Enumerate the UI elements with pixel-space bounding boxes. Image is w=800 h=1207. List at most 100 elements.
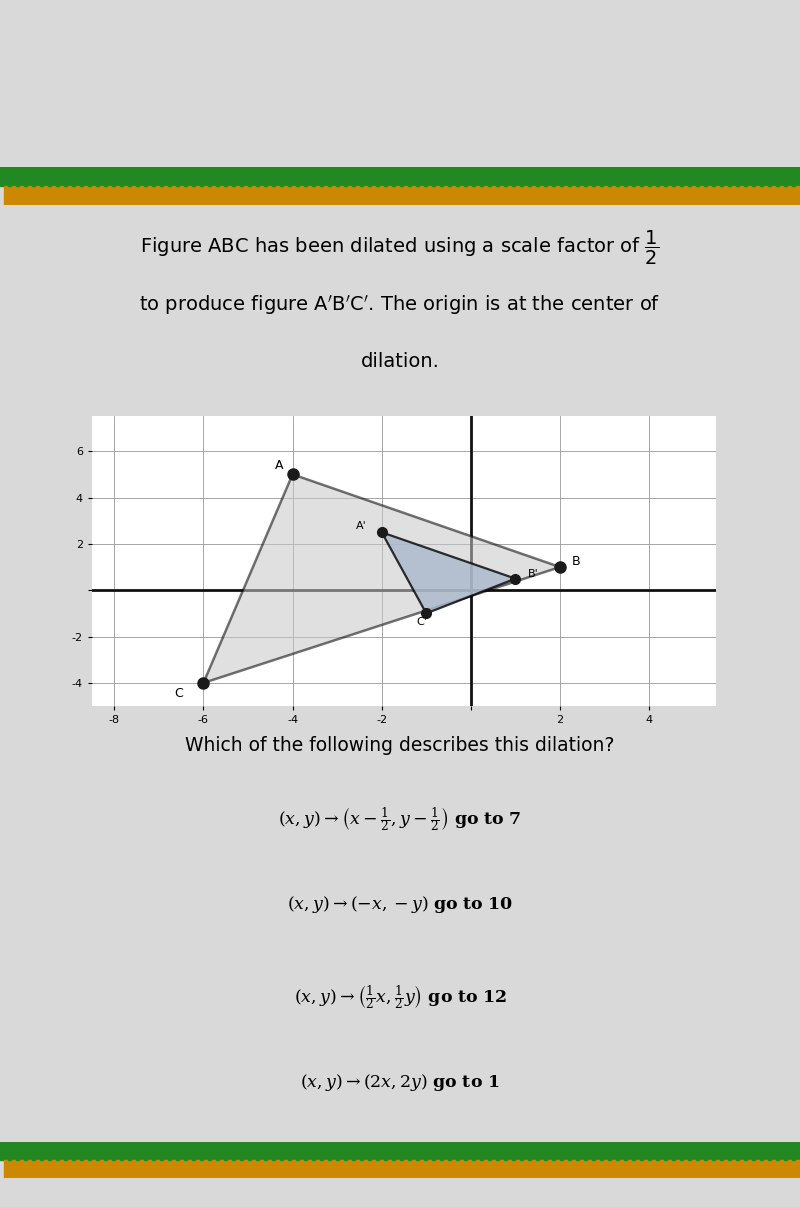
Bar bbox=[44, 1160, 52, 1178]
Bar bbox=[44, 186, 52, 205]
Bar bbox=[640, 1142, 648, 1160]
Bar bbox=[680, 167, 688, 186]
Bar bbox=[472, 167, 480, 186]
Bar bbox=[400, 1142, 408, 1160]
Bar bbox=[668, 1160, 676, 1178]
Bar bbox=[288, 167, 296, 186]
Bar bbox=[708, 186, 716, 205]
Bar bbox=[628, 186, 636, 205]
Bar bbox=[220, 1160, 228, 1178]
Bar bbox=[140, 186, 148, 205]
Bar bbox=[352, 1142, 360, 1160]
Bar bbox=[404, 1160, 412, 1178]
Bar bbox=[300, 1160, 308, 1178]
Bar bbox=[156, 1160, 164, 1178]
Bar bbox=[424, 167, 432, 186]
Bar bbox=[748, 186, 756, 205]
Bar bbox=[188, 186, 196, 205]
Bar bbox=[120, 167, 128, 186]
Bar bbox=[664, 167, 672, 186]
Bar bbox=[84, 186, 92, 205]
Bar bbox=[356, 186, 364, 205]
Bar bbox=[172, 1160, 180, 1178]
Bar bbox=[684, 1160, 692, 1178]
Bar bbox=[532, 186, 540, 205]
Bar bbox=[544, 1142, 552, 1160]
Bar bbox=[380, 1160, 388, 1178]
Bar bbox=[0, 1142, 8, 1160]
Bar bbox=[36, 186, 44, 205]
Bar bbox=[356, 1160, 364, 1178]
Bar bbox=[596, 1160, 604, 1178]
Bar bbox=[264, 1142, 272, 1160]
Bar bbox=[380, 186, 388, 205]
Bar bbox=[176, 167, 184, 186]
Bar bbox=[116, 186, 124, 205]
Bar bbox=[564, 186, 572, 205]
Bar bbox=[132, 186, 140, 205]
Bar bbox=[596, 186, 604, 205]
Text: $(x, y) \rightarrow \left(x - \frac{1}{2}, y - \frac{1}{2}\right)$ $\bf{go\ to}$: $(x, y) \rightarrow \left(x - \frac{1}{2… bbox=[278, 806, 522, 834]
Bar bbox=[196, 1160, 204, 1178]
Bar bbox=[640, 167, 648, 186]
Bar bbox=[740, 1160, 748, 1178]
Bar bbox=[632, 1142, 640, 1160]
Bar bbox=[572, 186, 580, 205]
Bar bbox=[716, 186, 724, 205]
Bar bbox=[472, 1142, 480, 1160]
Bar bbox=[612, 1160, 620, 1178]
Bar bbox=[12, 186, 20, 205]
Bar bbox=[680, 1142, 688, 1160]
Bar bbox=[200, 167, 208, 186]
Bar bbox=[540, 186, 548, 205]
Bar bbox=[620, 1160, 628, 1178]
Bar bbox=[608, 1142, 616, 1160]
Bar bbox=[520, 1142, 528, 1160]
Bar bbox=[496, 1142, 504, 1160]
Bar bbox=[248, 1142, 256, 1160]
Bar bbox=[796, 1160, 800, 1178]
Bar bbox=[576, 1142, 584, 1160]
Bar bbox=[300, 186, 308, 205]
Bar bbox=[772, 186, 780, 205]
Bar bbox=[88, 1142, 96, 1160]
Bar bbox=[376, 1142, 384, 1160]
Bar bbox=[600, 1142, 608, 1160]
Bar bbox=[328, 167, 336, 186]
Bar bbox=[80, 1142, 88, 1160]
Bar bbox=[316, 186, 324, 205]
Bar bbox=[492, 186, 500, 205]
Bar bbox=[292, 1160, 300, 1178]
Bar bbox=[224, 1142, 232, 1160]
Bar bbox=[320, 1142, 328, 1160]
Bar bbox=[124, 186, 132, 205]
Bar bbox=[104, 167, 112, 186]
Bar bbox=[120, 1142, 128, 1160]
Bar bbox=[676, 1160, 684, 1178]
Bar bbox=[756, 186, 764, 205]
Bar bbox=[708, 1160, 716, 1178]
Text: Figure ABC has been dilated using a scale factor of $\dfrac{1}{2}$: Figure ABC has been dilated using a scal… bbox=[140, 229, 660, 267]
Bar bbox=[632, 167, 640, 186]
Text: Which of the following describes this dilation?: Which of the following describes this di… bbox=[186, 735, 614, 754]
Bar bbox=[580, 186, 588, 205]
Text: B: B bbox=[571, 555, 580, 567]
Bar bbox=[780, 186, 788, 205]
Bar bbox=[704, 167, 712, 186]
Bar bbox=[424, 1142, 432, 1160]
Bar bbox=[320, 167, 328, 186]
Bar bbox=[332, 1160, 340, 1178]
Bar bbox=[348, 1160, 356, 1178]
Bar bbox=[724, 1160, 732, 1178]
Bar bbox=[160, 167, 168, 186]
Bar bbox=[384, 167, 392, 186]
Bar bbox=[344, 167, 352, 186]
Bar bbox=[696, 1142, 704, 1160]
Bar bbox=[576, 167, 584, 186]
Bar bbox=[412, 1160, 420, 1178]
Bar bbox=[568, 167, 576, 186]
Bar bbox=[152, 167, 160, 186]
Bar bbox=[464, 167, 472, 186]
Bar bbox=[100, 186, 108, 205]
Bar bbox=[268, 186, 276, 205]
